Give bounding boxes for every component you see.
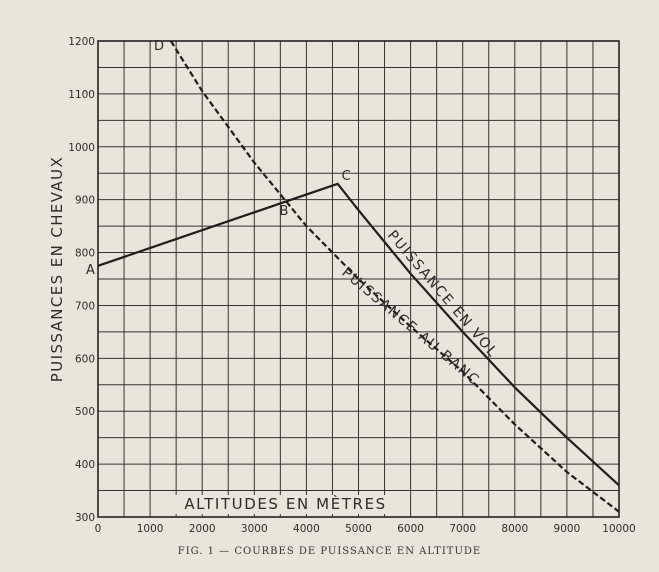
x-tick-label: 1000 xyxy=(137,523,164,535)
y-tick-label: 1000 xyxy=(68,142,95,154)
x-tick-label: 5000 xyxy=(345,523,372,535)
x-tick-label: 4000 xyxy=(293,523,320,535)
y-axis-label: PUISSANCES EN CHEVAUX xyxy=(48,156,66,382)
series-line-puissance-en-vol xyxy=(97,182,620,487)
series-layer xyxy=(97,40,620,513)
series-line-puissance-au-banc xyxy=(169,40,620,513)
y-tick-label: 700 xyxy=(75,300,95,312)
y-tick-label: 1100 xyxy=(68,89,95,101)
figure-caption: FIG. 1 — COURBES DE PUISSANCE EN ALTITUD… xyxy=(177,546,482,557)
x-tick-label: 8000 xyxy=(501,523,528,535)
x-tick-label: 3000 xyxy=(241,523,268,535)
x-axis-label: ALTITUDES EN MÈTRES xyxy=(184,494,386,513)
y-tick-label: 500 xyxy=(75,406,95,418)
point-labels: A B C D xyxy=(86,39,351,278)
y-tick-label: 400 xyxy=(75,459,95,471)
y-tick-label: 900 xyxy=(75,195,95,207)
point-label-d: D xyxy=(154,39,164,54)
x-tick-label: 0 xyxy=(95,523,102,535)
y-tick-label: 300 xyxy=(75,512,95,524)
point-label-b: B xyxy=(280,204,289,219)
x-tick-label: 10000 xyxy=(602,523,635,535)
y-tick-label: 600 xyxy=(75,353,95,365)
y-tick-label: 800 xyxy=(75,248,95,260)
x-tick-label: 7000 xyxy=(449,523,476,535)
y-tick-label: 1200 xyxy=(68,36,95,48)
x-tick-label: 9000 xyxy=(554,523,581,535)
series-label-puissance-en-vol: PUISSANCE EN VOL xyxy=(384,228,501,361)
point-label-c: C xyxy=(342,169,351,184)
x-axis-label-background xyxy=(163,495,408,514)
point-label-a: A xyxy=(86,263,95,278)
x-tick-label: 2000 xyxy=(189,523,216,535)
plot-frame xyxy=(97,40,620,518)
chart-grid xyxy=(98,41,619,517)
x-tick-label: 6000 xyxy=(397,523,424,535)
tick-labels: 0 1000 2000 3000 4000 5000 6000 7000 8000 9000 100… xyxy=(68,36,635,535)
